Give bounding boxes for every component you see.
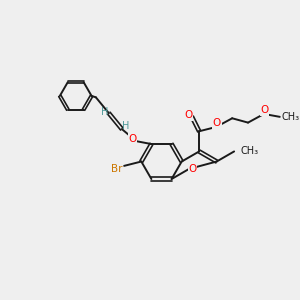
Text: O: O — [213, 118, 221, 128]
Text: O: O — [129, 134, 137, 144]
Text: O: O — [260, 106, 268, 116]
Text: CH₃: CH₃ — [281, 112, 299, 122]
Text: O: O — [188, 164, 196, 174]
Text: O: O — [184, 110, 192, 120]
Text: CH₃: CH₃ — [241, 146, 259, 156]
Text: H: H — [101, 107, 108, 117]
Text: H: H — [122, 121, 130, 130]
Text: Br: Br — [111, 164, 123, 174]
